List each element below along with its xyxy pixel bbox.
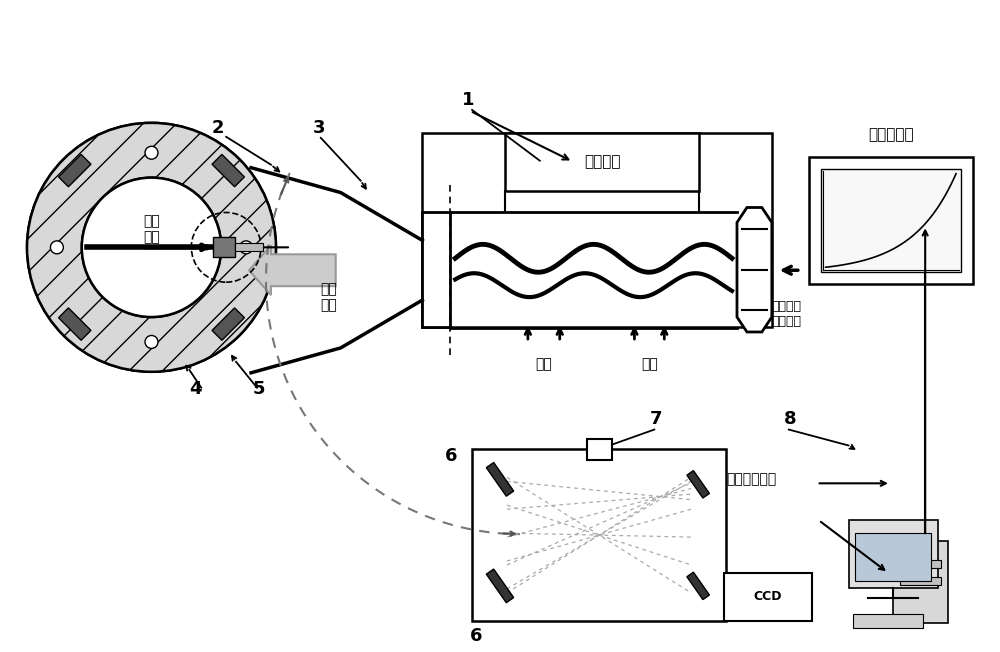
Text: 供水: 供水 (641, 357, 658, 371)
Circle shape (27, 123, 276, 372)
Circle shape (145, 146, 158, 159)
Text: 电源系统: 电源系统 (584, 155, 620, 170)
Bar (505, 133, 699, 190)
Bar (472, 449, 726, 621)
Bar (821, 169, 961, 273)
Text: 6: 6 (470, 627, 483, 645)
Bar (235, 243, 263, 251)
Text: 光谱数据库: 光谱数据库 (868, 127, 914, 142)
Text: 8: 8 (784, 409, 796, 428)
Polygon shape (687, 471, 709, 498)
Bar (422, 133, 772, 327)
FancyArrow shape (249, 245, 336, 295)
Bar (855, 533, 931, 581)
Text: 6: 6 (445, 447, 458, 466)
Text: 细节
展示: 细节 展示 (320, 282, 337, 312)
Polygon shape (687, 572, 709, 600)
Bar (900, 577, 941, 585)
Circle shape (50, 241, 63, 254)
Text: 7: 7 (649, 409, 662, 428)
Polygon shape (486, 569, 514, 602)
Text: 高温
气流: 高温 气流 (143, 215, 160, 244)
Bar (853, 614, 923, 628)
Bar (213, 237, 235, 258)
Bar (724, 573, 812, 621)
Text: 4: 4 (189, 379, 202, 398)
Circle shape (27, 123, 276, 372)
Text: CCD: CCD (754, 590, 782, 603)
Polygon shape (737, 207, 772, 332)
Bar (59, 155, 91, 186)
Bar (422, 213, 450, 327)
Circle shape (82, 177, 221, 317)
Bar (59, 308, 91, 340)
Bar (212, 308, 244, 340)
Text: 2: 2 (211, 119, 224, 137)
Polygon shape (486, 462, 514, 496)
Text: 供气: 供气 (535, 357, 552, 371)
Bar (849, 520, 938, 588)
Text: 3: 3 (313, 119, 325, 137)
Text: 5: 5 (253, 379, 266, 398)
Circle shape (145, 336, 158, 348)
Bar (809, 156, 973, 284)
Bar (893, 541, 948, 623)
Bar (212, 155, 244, 186)
Bar (587, 439, 612, 460)
Circle shape (240, 241, 253, 254)
Bar (900, 560, 941, 568)
Text: 1: 1 (462, 91, 475, 109)
Circle shape (82, 177, 221, 317)
Text: 原始数据处理: 原始数据处理 (726, 472, 776, 486)
Text: 直接反映
气流焉値: 直接反映 气流焉値 (772, 300, 802, 328)
